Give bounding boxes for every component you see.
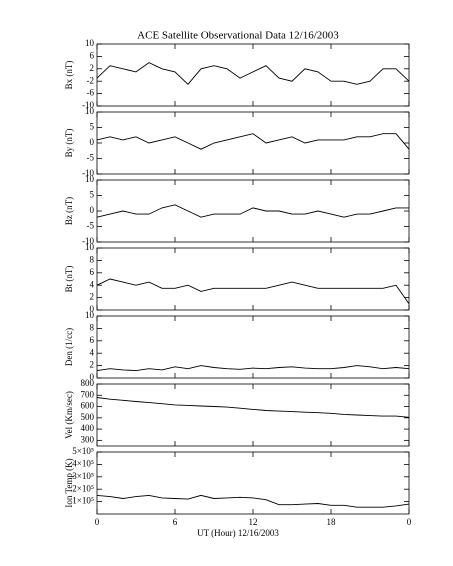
y-tick-label: 600 [81,401,95,411]
panel-frame [96,451,410,515]
y-axis-label: Bx (nT) [64,61,74,90]
data-line [96,397,410,418]
y-tick-label: 10 [85,310,95,320]
y-tick-label: 8 [90,254,95,264]
y-tick-label: 10 [85,174,95,184]
panel-frame [96,111,410,175]
x-tick-label: 18 [327,517,337,527]
y-tick-label: -6 [87,88,95,98]
panel-frame [96,43,410,107]
x-tick-label: 12 [249,517,258,527]
y-tick-label: -2 [87,75,95,85]
data-line [96,278,410,305]
y-axis-label: By (nT) [64,129,74,158]
y-tick-label: 8 [90,322,95,332]
y-tick-label: 5 [90,122,95,132]
panel-frame [96,247,410,311]
y-tick-label: 1×10⁵ [72,496,94,506]
y-tick-label: 4 [90,279,95,289]
y-tick-label: 5×10⁵ [72,446,94,456]
data-line [96,204,409,218]
y-tick-label: -5 [87,153,95,163]
data-line [96,494,410,508]
y-tick-label: 5 [90,190,95,200]
y-tick-label: -10 [82,100,94,110]
y-tick-label: 6 [90,267,95,277]
y-axis-label: Ion Temp (K) [64,458,74,507]
y-tick-label: 4 [90,347,95,357]
y-axis-label: Den (1/cc) [64,328,74,366]
y-tick-label: 2×10⁵ [72,483,94,493]
y-tick-label: 10 [85,38,95,48]
y-tick-label: -10 [82,236,94,246]
x-axis-label: UT (Hour) 12/16/2003 [197,528,279,538]
y-axis-label: Vel (Km/sec) [64,391,74,439]
y-tick-label: 400 [81,423,95,433]
y-tick-label: 2 [90,360,95,370]
y-tick-label: 10 [85,242,95,252]
data-line [96,365,410,372]
y-axis-label: Bz (nT) [64,197,74,225]
y-tick-label: 6 [90,335,95,345]
y-axis-label: Bt (nT) [64,266,74,293]
x-tick-label: 6 [173,517,178,527]
y-tick-label: 0 [90,137,95,147]
y-tick-label: 500 [81,412,95,422]
y-tick-label: 2 [90,63,95,73]
panel-frame [96,179,410,243]
y-tick-label: 0 [90,304,95,314]
data-line [96,62,410,85]
y-tick-label: 3×10⁵ [72,471,94,481]
y-tick-label: -10 [82,168,94,178]
y-tick-label: 800 [81,378,95,388]
y-tick-label: 0 [90,205,95,215]
y-tick-label: 4×10⁵ [72,458,94,468]
y-tick-label: -5 [87,221,95,231]
x-tick-label: 0 [95,517,100,527]
y-tick-label: 0 [90,372,95,382]
y-tick-label: 700 [81,389,95,399]
panel-frame [96,315,410,379]
y-tick-label: 6 [90,50,95,60]
y-tick-label: 10 [85,106,95,116]
x-tick-label: 0 [407,517,412,527]
y-tick-label: 300 [81,434,95,444]
chart-title: ACE Satellite Observational Data 12/16/2… [137,30,339,42]
y-tick-label: 2 [90,292,95,302]
data-line [96,133,410,150]
